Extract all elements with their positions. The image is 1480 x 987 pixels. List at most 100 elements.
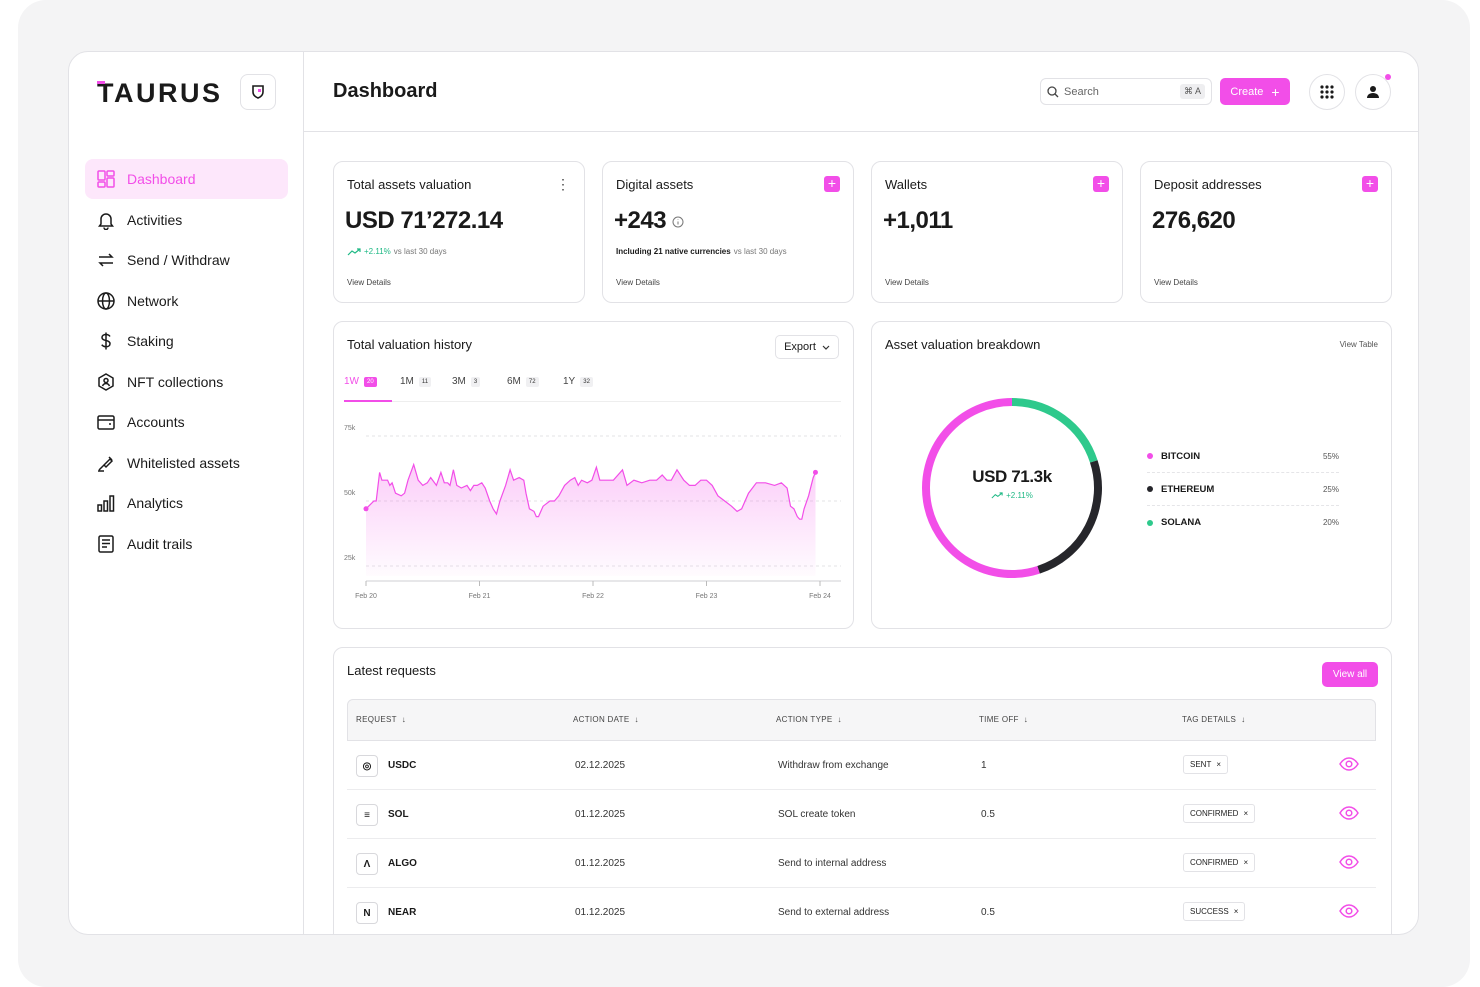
search-icon	[1047, 85, 1059, 97]
view-details-link[interactable]: View Details	[616, 278, 660, 287]
sidebar-item-network[interactable]: Network	[85, 281, 288, 321]
sidebar-item-analytics[interactable]: Analytics	[85, 483, 288, 523]
bell-icon	[95, 209, 117, 231]
sidebar-item-nft-collections[interactable]: NFT collections	[85, 362, 288, 402]
legend-dot	[1147, 486, 1153, 492]
asset-name: NEAR	[388, 907, 417, 918]
tab-6m[interactable]: 6M 72	[507, 376, 539, 387]
whitelist-icon	[95, 452, 117, 474]
donut-center-change: +2.11%	[917, 491, 1107, 500]
close-icon[interactable]: ×	[1243, 858, 1249, 867]
view-table-link[interactable]: View Table	[1339, 340, 1378, 349]
table-row[interactable]: Λ ALGO 01.12.2025 Send to internal addre…	[347, 839, 1376, 888]
legend-item-bitcoin: BITCOIN 55%	[1147, 440, 1339, 473]
stat-change: +2.11% vs last 30 days	[347, 247, 447, 256]
donut-segment-bitcoin[interactable]	[922, 398, 1040, 578]
view-details-link[interactable]: View Details	[885, 278, 929, 287]
period-tabs: 1W 20 1M 11 3M 3 6M 72 1Y 32	[344, 374, 841, 402]
sidebar-item-label: Activities	[127, 211, 183, 228]
tab-3m[interactable]: 3M 3	[452, 376, 481, 387]
tab-label: 1W	[344, 376, 359, 387]
valuation-history-chart: 75k 50k 25k Feb 20 Feb 21 Feb 22 Feb 23 Feb 24	[344, 425, 841, 600]
status-tag[interactable]: SUCCESS ×	[1183, 902, 1246, 921]
eye-icon[interactable]	[1339, 806, 1359, 820]
x-tick-label: Feb 20	[355, 593, 377, 600]
view-details-link[interactable]: View Details	[1154, 278, 1198, 287]
column-time-off[interactable]: TIME OFF ↓	[979, 715, 1028, 724]
usdc-icon: ◎	[356, 755, 378, 777]
y-tick-label: 75k	[344, 425, 356, 432]
column-label: ACTION DATE	[573, 715, 630, 724]
create-button[interactable]: Create +	[1220, 78, 1290, 105]
column-label: ACTION TYPE	[776, 715, 833, 724]
arrow-down-icon: ↓	[634, 715, 639, 724]
stat-card-total-assets: Total assets valuation ⋮ USD 71’272.14 +…	[333, 161, 585, 303]
stat-value: USD 71’272.14	[345, 207, 503, 234]
view-all-button[interactable]: View all	[1322, 662, 1378, 687]
table-row[interactable]: ◎ USDC 02.12.2025 Withdraw from exchange…	[347, 741, 1376, 790]
sidebar-item-staking[interactable]: Staking	[85, 321, 288, 361]
status-tag[interactable]: CONFIRMED ×	[1183, 804, 1256, 823]
eye-icon[interactable]	[1339, 855, 1359, 869]
stat-value: +1,011	[883, 207, 953, 234]
add-button[interactable]: +	[1362, 176, 1378, 192]
column-action-date[interactable]: ACTION DATE ↓	[573, 715, 639, 724]
legend-dot	[1147, 453, 1153, 459]
column-tag-details[interactable]: TAG DETAILS ↓	[1182, 715, 1245, 724]
column-action-type[interactable]: ACTION TYPE ↓	[776, 715, 842, 724]
status-tag[interactable]: SENT ×	[1183, 755, 1229, 774]
change-value: +2.11%	[1006, 491, 1033, 500]
chevron-down-icon	[822, 345, 830, 350]
stat-note: Including 21 native currencies vs last 3…	[616, 247, 787, 256]
add-button[interactable]: +	[824, 176, 840, 192]
tab-1y[interactable]: 1Y 32	[563, 376, 593, 387]
active-tab-indicator	[344, 400, 392, 402]
close-icon[interactable]: ×	[1243, 809, 1249, 818]
legend-label: BITCOIN	[1161, 450, 1201, 462]
dollar-icon	[95, 330, 117, 352]
search-input[interactable]: Search ⌘ A	[1040, 78, 1212, 105]
table-row[interactable]: ≡ SOL 01.12.2025 SOL create token 0.5 CO…	[347, 790, 1376, 839]
y-tick-label: 25k	[344, 555, 356, 562]
apps-button[interactable]	[1309, 74, 1345, 110]
export-button[interactable]: Export	[775, 335, 839, 359]
action-date: 01.12.2025	[575, 809, 626, 820]
sidebar-item-activities[interactable]: Activities	[85, 200, 288, 240]
brand-logo[interactable]: TAURUS	[97, 78, 223, 109]
column-label: TAG DETAILS	[1182, 715, 1237, 724]
close-icon[interactable]: ×	[1233, 907, 1239, 916]
view-details-link[interactable]: View Details	[347, 278, 391, 287]
eye-icon[interactable]	[1339, 904, 1359, 918]
sidebar-item-dashboard[interactable]: Dashboard	[85, 159, 288, 199]
shield-button[interactable]	[240, 74, 276, 110]
column-label: REQUEST	[356, 715, 397, 724]
asset-name: USDC	[388, 760, 417, 771]
column-request[interactable]: REQUEST ↓	[356, 715, 406, 724]
arrow-down-icon: ↓	[1241, 715, 1246, 724]
sidebar-item-whitelisted-assets[interactable]: Whitelisted assets	[85, 443, 288, 483]
tab-1w[interactable]: 1W 20	[344, 376, 377, 387]
eye-icon[interactable]	[1339, 757, 1359, 771]
tab-1m[interactable]: 1M 11	[400, 376, 432, 387]
sidebar-item-label: Network	[127, 292, 179, 309]
more-options-icon[interactable]: ⋮	[556, 176, 570, 192]
close-icon[interactable]: ×	[1216, 760, 1222, 769]
stat-title: Digital assets	[616, 177, 694, 192]
status-tag[interactable]: CONFIRMED ×	[1183, 853, 1256, 872]
info-icon[interactable]	[672, 216, 684, 228]
donut-segment-ethereum[interactable]	[1037, 460, 1102, 574]
time-off: 0.5	[981, 809, 995, 820]
donut-segment-solana[interactable]	[1011, 398, 1098, 463]
tab-count: 20	[364, 376, 377, 387]
search-shortcut: ⌘ A	[1179, 84, 1205, 99]
donut-center-value: USD 71.3k	[972, 467, 1052, 486]
user-menu-button[interactable]	[1355, 74, 1391, 110]
table-row[interactable]: N NEAR 01.12.2025 Send to external addre…	[347, 888, 1376, 934]
sidebar-item-send-withdraw[interactable]: Send / Withdraw	[85, 240, 288, 280]
asset-breakdown-card: Asset valuation breakdown View Table USD…	[871, 321, 1392, 629]
legend-label: ETHEREUM	[1161, 483, 1215, 495]
tab-label: 3M	[452, 376, 466, 387]
sidebar-item-audit-trails[interactable]: Audit trails	[85, 524, 288, 564]
sidebar-item-accounts[interactable]: Accounts	[85, 402, 288, 442]
add-button[interactable]: +	[1093, 176, 1109, 192]
